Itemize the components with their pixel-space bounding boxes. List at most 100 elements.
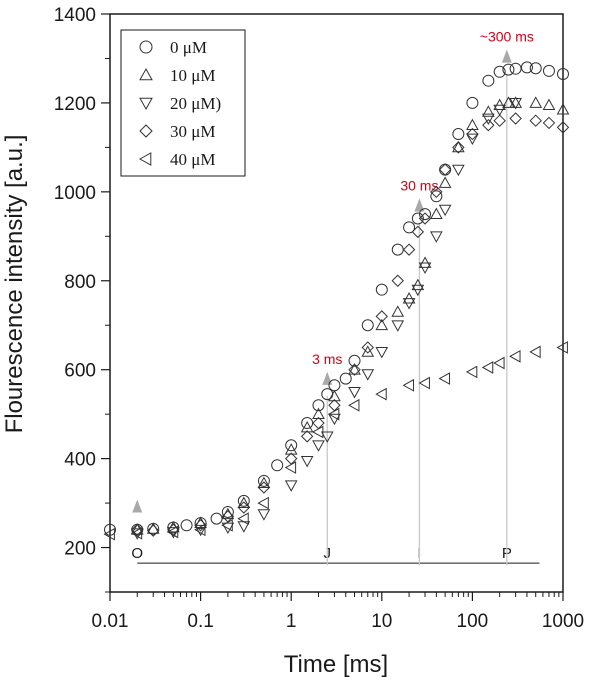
data-point-circle bbox=[509, 62, 522, 75]
data-point-circle bbox=[312, 399, 325, 412]
data-point-triangle-up bbox=[438, 176, 452, 188]
series-layer bbox=[103, 61, 570, 541]
series-4 bbox=[103, 341, 568, 541]
data-point-diamond bbox=[438, 163, 452, 176]
data-point-triangle-down bbox=[411, 284, 425, 297]
y-tick-label: 200 bbox=[64, 539, 96, 560]
data-point-circle bbox=[301, 417, 314, 430]
annotation-arrow-icon bbox=[132, 499, 143, 513]
data-point-triangle-down bbox=[438, 204, 452, 217]
legend-label: 30 μM bbox=[170, 122, 215, 141]
data-point-diamond bbox=[482, 118, 495, 132]
data-point-circle bbox=[271, 459, 284, 472]
data-point-triangle-up bbox=[411, 278, 425, 291]
data-point-diamond bbox=[529, 114, 542, 127]
data-point-circle bbox=[520, 61, 533, 74]
data-point-diamond bbox=[509, 112, 522, 125]
data-point-triangle-down bbox=[418, 262, 432, 274]
data-point-diamond bbox=[139, 124, 153, 138]
data-point-triangle-left bbox=[166, 525, 179, 539]
data-point-triangle-up bbox=[509, 96, 522, 108]
data-point-diamond bbox=[452, 141, 465, 154]
data-point-circle bbox=[391, 243, 404, 256]
data-point-circle bbox=[542, 64, 555, 77]
data-point-triangle-down bbox=[284, 480, 298, 492]
data-point-triangle-down bbox=[194, 524, 207, 537]
data-point-triangle-up bbox=[402, 292, 416, 304]
data-point-triangle-down bbox=[482, 113, 495, 126]
data-point-diamond bbox=[430, 185, 443, 199]
data-point-diamond bbox=[402, 243, 416, 256]
annotation-arrow-icon bbox=[322, 371, 333, 385]
data-point-triangle-down bbox=[452, 164, 465, 177]
data-point-triangle-left bbox=[509, 350, 521, 363]
y-tick-label: 600 bbox=[64, 361, 96, 382]
data-point-triangle-up bbox=[466, 118, 479, 131]
data-point-triangle-left bbox=[103, 527, 115, 541]
data-point-triangle-left bbox=[138, 152, 152, 166]
data-point-diamond bbox=[556, 121, 570, 134]
series-3 bbox=[131, 112, 570, 537]
data-point-circle bbox=[285, 439, 298, 452]
data-point-circle bbox=[482, 74, 495, 87]
data-point-diamond bbox=[361, 341, 374, 354]
axes: 0.01 0.1 1 10 100 1000 200 400 600 800 1000 1200 140… bbox=[54, 5, 584, 632]
data-point-triangle-left bbox=[284, 461, 297, 474]
data-point-triangle-up bbox=[452, 140, 465, 153]
data-point-diamond bbox=[147, 524, 160, 537]
data-point-circle bbox=[257, 474, 270, 487]
data-point-triangle-down bbox=[429, 231, 443, 243]
data-point-triangle-up bbox=[502, 96, 515, 108]
data-point-circle bbox=[104, 523, 116, 536]
data-point-diamond bbox=[466, 127, 479, 141]
plot-frame bbox=[109, 13, 564, 593]
data-point-diamond bbox=[418, 212, 432, 225]
data-point-triangle-left bbox=[493, 356, 505, 370]
annotation-label: 30 ms bbox=[400, 178, 438, 194]
data-point-triangle-up bbox=[300, 420, 314, 433]
data-point-diamond bbox=[348, 363, 361, 376]
data-point-triangle-up bbox=[493, 98, 507, 111]
data-point-triangle-left bbox=[311, 425, 324, 439]
data-point-triangle-up bbox=[418, 256, 432, 268]
data-point-diamond bbox=[257, 481, 271, 494]
phase-label-o: O bbox=[131, 545, 143, 562]
data-point-triangle-left bbox=[465, 365, 478, 379]
data-point-circle bbox=[361, 319, 374, 332]
y-tick-label: 1200 bbox=[54, 94, 96, 115]
data-point-diamond bbox=[375, 310, 389, 323]
data-point-triangle-left bbox=[194, 523, 206, 537]
data-point-triangle-up bbox=[529, 96, 543, 108]
data-point-triangle-left bbox=[438, 372, 451, 385]
data-point-triangle-left bbox=[402, 378, 414, 392]
data-point-circle bbox=[180, 519, 193, 532]
data-point-circle bbox=[411, 212, 424, 225]
data-point-triangle-left bbox=[529, 345, 541, 359]
data-point-triangle-up bbox=[429, 207, 443, 219]
legend: 0 μM 10 μM 20 μM) 30 μM 40 μM bbox=[120, 29, 246, 177]
data-point-circle bbox=[210, 512, 223, 525]
data-point-triangle-down bbox=[139, 97, 153, 111]
data-point-triangle-down bbox=[375, 347, 389, 359]
data-point-circle bbox=[403, 221, 416, 234]
data-point-triangle-down bbox=[312, 440, 325, 452]
data-point-triangle-down bbox=[361, 369, 375, 381]
data-point-triangle-left bbox=[418, 376, 430, 390]
y-tick-label: 1000 bbox=[54, 183, 96, 204]
data-point-triangle-left bbox=[347, 398, 360, 412]
data-point-triangle-down bbox=[320, 431, 334, 443]
data-point-triangle-up bbox=[257, 476, 271, 488]
data-point-triangle-left bbox=[237, 512, 249, 525]
x-tick-label: 10 bbox=[371, 611, 392, 632]
data-point-triangle-down bbox=[221, 522, 235, 535]
data-point-triangle-left bbox=[221, 518, 233, 532]
data-point-triangle-up bbox=[482, 105, 495, 117]
data-point-triangle-down bbox=[348, 387, 361, 399]
data-point-triangle-down bbox=[466, 133, 479, 146]
data-point-triangle-left bbox=[481, 361, 494, 374]
data-point-diamond bbox=[411, 225, 425, 239]
data-point-circle bbox=[237, 494, 250, 507]
data-point-circle bbox=[139, 40, 153, 54]
data-point-diamond bbox=[542, 116, 556, 130]
